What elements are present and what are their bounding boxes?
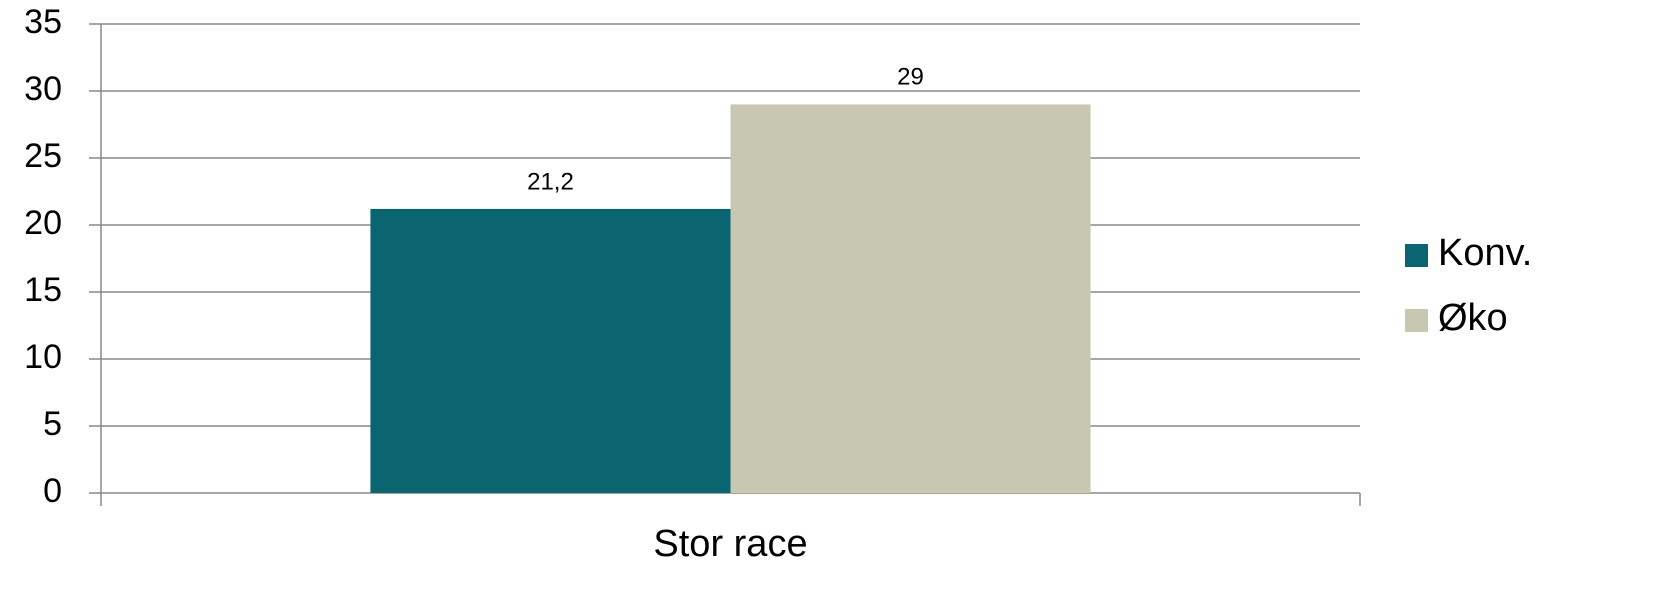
y-tick-label: 15 [24,271,62,309]
bar [730,104,1091,494]
y-tick-label: 10 [24,338,62,376]
legend-label: Øko [1438,297,1508,339]
y-tick-label: 0 [43,472,62,510]
bar [370,208,731,494]
data-label: 29 [897,64,924,91]
data-label: 21,2 [527,168,574,195]
y-tick-label: 25 [24,137,62,175]
y-tick-label: 20 [24,204,62,242]
y-tick-label: 30 [24,70,62,108]
y-tick-label: 5 [43,405,62,443]
legend-label: Konv. [1438,232,1532,274]
y-tick-label: 35 [24,3,62,41]
legend-swatch [1405,244,1428,267]
x-tick-label: Stor race [653,523,807,565]
legend-swatch [1405,309,1428,332]
